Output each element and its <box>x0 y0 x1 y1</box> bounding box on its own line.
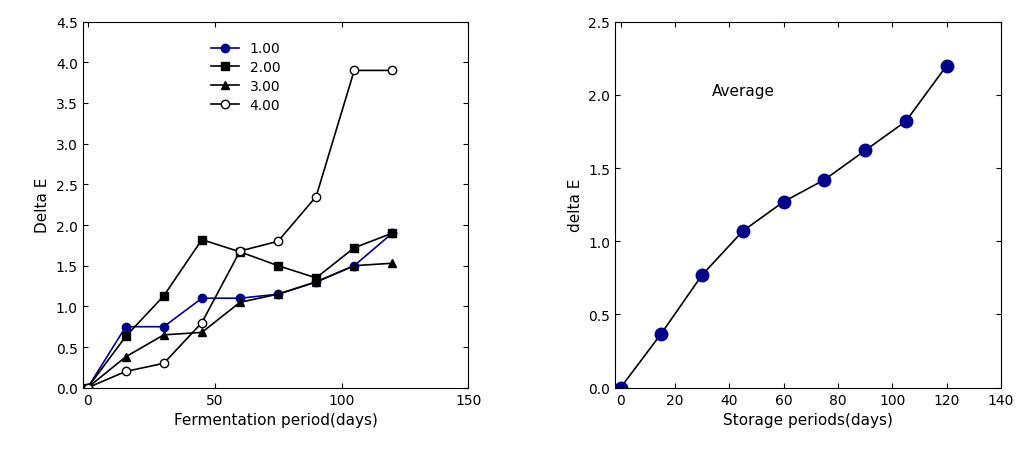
Average <box>940 64 953 69</box>
2.00 <box>196 237 208 243</box>
4.00 <box>348 69 360 74</box>
Average <box>777 200 789 205</box>
1.00 <box>158 324 170 330</box>
3.00 <box>348 263 360 269</box>
4.00 <box>120 369 132 374</box>
4.00 <box>310 194 322 200</box>
4.00 <box>234 249 247 254</box>
1.00 <box>234 296 247 301</box>
Average <box>900 119 912 124</box>
Line: 1.00: 1.00 <box>84 230 396 392</box>
Average <box>818 178 831 183</box>
Average <box>655 331 668 336</box>
4.00 <box>386 69 398 74</box>
Average <box>696 273 708 278</box>
Line: 3.00: 3.00 <box>84 259 396 392</box>
3.00 <box>82 385 94 391</box>
3.00 <box>310 280 322 285</box>
1.00 <box>82 385 94 391</box>
1.00 <box>386 231 398 236</box>
4.00 <box>196 320 208 326</box>
2.00 <box>348 245 360 251</box>
Text: Average: Average <box>712 83 775 99</box>
4.00 <box>158 361 170 366</box>
3.00 <box>234 300 247 305</box>
1.00 <box>196 296 208 301</box>
4.00 <box>271 239 284 244</box>
3.00 <box>271 292 284 297</box>
2.00 <box>386 231 398 236</box>
1.00 <box>120 324 132 330</box>
1.00 <box>348 263 360 269</box>
3.00 <box>120 354 132 360</box>
Average <box>859 148 871 154</box>
1.00 <box>310 280 322 285</box>
Y-axis label: Delta E: Delta E <box>35 178 51 233</box>
2.00 <box>158 294 170 299</box>
2.00 <box>234 249 247 255</box>
3.00 <box>158 332 170 338</box>
2.00 <box>310 276 322 281</box>
Y-axis label: delta E: delta E <box>568 179 583 232</box>
Legend: 1.00, 2.00, 3.00, 4.00: 1.00, 2.00, 3.00, 4.00 <box>205 37 286 118</box>
4.00 <box>82 385 94 391</box>
X-axis label: Fermentation period(days): Fermentation period(days) <box>173 412 378 427</box>
Line: 2.00: 2.00 <box>84 230 396 392</box>
2.00 <box>120 334 132 340</box>
1.00 <box>271 292 284 297</box>
Line: Average: Average <box>614 60 953 394</box>
2.00 <box>82 385 94 391</box>
Average <box>614 385 626 391</box>
Line: 4.00: 4.00 <box>84 67 396 392</box>
X-axis label: Storage periods(days): Storage periods(days) <box>723 412 893 427</box>
3.00 <box>386 261 398 267</box>
2.00 <box>271 263 284 269</box>
3.00 <box>196 330 208 336</box>
Average <box>737 229 749 234</box>
